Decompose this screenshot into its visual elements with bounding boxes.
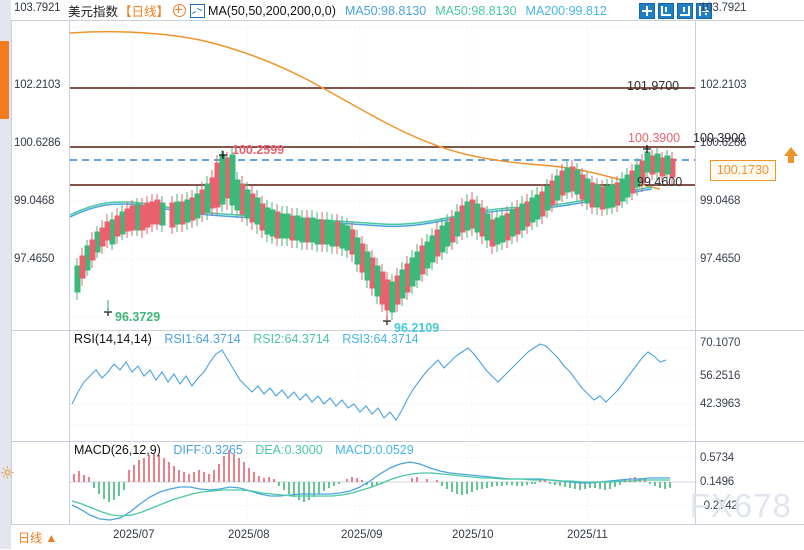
ma50-value-1: MA50:98.8130 xyxy=(344,3,427,18)
watermark: FX678 xyxy=(689,487,792,524)
symbol-name: 美元指数 xyxy=(68,5,119,19)
ma-label: MA(50,50,200,200,0,0) xyxy=(208,3,336,18)
chart-icon[interactable] xyxy=(190,3,206,18)
rsi2-value: RSI2:64.3714 xyxy=(253,332,330,346)
support-label: 99.4600 xyxy=(637,175,683,189)
left-scrollbar-thumb[interactable] xyxy=(0,41,9,119)
crosshair-icon[interactable] xyxy=(639,3,655,19)
dea-value: DEA:0.3000 xyxy=(255,443,323,457)
time-axis xyxy=(11,524,804,550)
left-axis-label-0: 103.7921 xyxy=(14,2,61,14)
period-toggle-button[interactable]: 日线 ▲ xyxy=(18,531,58,545)
date-label-1: 2025/08 xyxy=(228,529,270,541)
price-gridlines xyxy=(70,26,695,318)
left-axis-label-2: 100.6286 xyxy=(14,137,61,149)
high-marker-1-label: 100.2599 xyxy=(232,143,285,157)
left-scrollbar-track[interactable] xyxy=(0,0,11,549)
left-axis-label-1: 102.2103 xyxy=(14,79,61,91)
macd-panel xyxy=(70,450,695,521)
date-label-0: 2025/07 xyxy=(113,529,155,541)
rsi-legend: RSI(14,14,14) RSI1:64.3714 RSI2:64.3714 … xyxy=(74,332,419,346)
low-marker-1-label: 96.3729 xyxy=(115,310,161,324)
rsi-line xyxy=(71,343,667,421)
macd-axis-label-0: 0.5734 xyxy=(700,452,734,464)
forward-icon[interactable] xyxy=(696,3,712,19)
rsi-axis-label-2: 42.3963 xyxy=(700,398,741,410)
right-axis-label-0: 103.7921 xyxy=(700,2,747,14)
price-arrow-icon xyxy=(784,147,798,156)
right-axis-label-3: 99.0468 xyxy=(700,195,741,207)
resistance-label: 101.9700 xyxy=(627,79,680,93)
price-panel xyxy=(70,30,695,325)
right-axis-label-4: 97.4650 xyxy=(700,253,741,265)
left-axis-label-3: 99.0468 xyxy=(14,195,55,207)
macd-axis-label-2: -0.2742 xyxy=(700,500,738,512)
scale-left-icon[interactable] xyxy=(658,3,674,19)
rsi3-value: RSI3:64.3714 xyxy=(342,332,419,346)
date-label-3: 2025/10 xyxy=(452,529,494,541)
main-chart-legend: 美元指数 【日线】 MA(50,50,200,200,0,0) MA50:98.… xyxy=(68,2,607,19)
marker-leaders xyxy=(107,300,388,321)
rsi-gridlines xyxy=(70,347,695,426)
chart-toolbar xyxy=(639,3,712,19)
rsi-axis-label-0: 70.1070 xyxy=(700,337,741,349)
current-level-label: 100.3900 xyxy=(693,131,746,145)
ma50-value-2: MA50:98.8130 xyxy=(435,3,517,18)
rsi-axis-label-1: 56.2516 xyxy=(700,370,741,382)
macd-legend-name: MACD(26,12,9) xyxy=(74,443,161,457)
macd-axis-label-1: 0.1496 xyxy=(700,476,734,488)
macd-diff-line xyxy=(71,461,670,521)
left-axis-label-4: 97.4650 xyxy=(14,253,55,265)
macd-value: MACD:0.0529 xyxy=(335,443,414,457)
current-level-red-label: 100.3900 xyxy=(628,131,681,145)
macd-dea-line xyxy=(71,472,670,517)
circle-plus-icon[interactable] xyxy=(173,4,187,17)
right-axis-label-1: 102.2103 xyxy=(700,79,747,91)
scale-right-icon[interactable] xyxy=(677,3,693,19)
right-axis-label-2: 100.6286 xyxy=(700,137,747,149)
ma200-value: MA200:99.812 xyxy=(525,3,607,18)
rsi-legend-name: RSI(14,14,14) xyxy=(74,332,152,346)
date-label-2: 2025/09 xyxy=(341,529,383,541)
current-price-tag[interactable]: 100.1730 xyxy=(709,160,776,181)
price-arrow-tail xyxy=(788,156,794,163)
macd-histogram xyxy=(73,450,671,502)
date-label-4: 2025/11 xyxy=(567,529,608,541)
candlesticks xyxy=(74,146,676,320)
low-marker-2-label: 96.2109 xyxy=(394,321,440,335)
macd-legend: MACD(26,12,9) DIFF:0.3265 DEA:0.3000 MAC… xyxy=(74,443,414,457)
rsi1-value: RSI1:64.3714 xyxy=(164,332,241,346)
rsi-panel xyxy=(71,343,667,421)
diff-value: DIFF:0.3265 xyxy=(173,443,243,457)
period-label[interactable]: 【日线】 xyxy=(119,5,170,19)
ma200-line xyxy=(70,30,661,190)
